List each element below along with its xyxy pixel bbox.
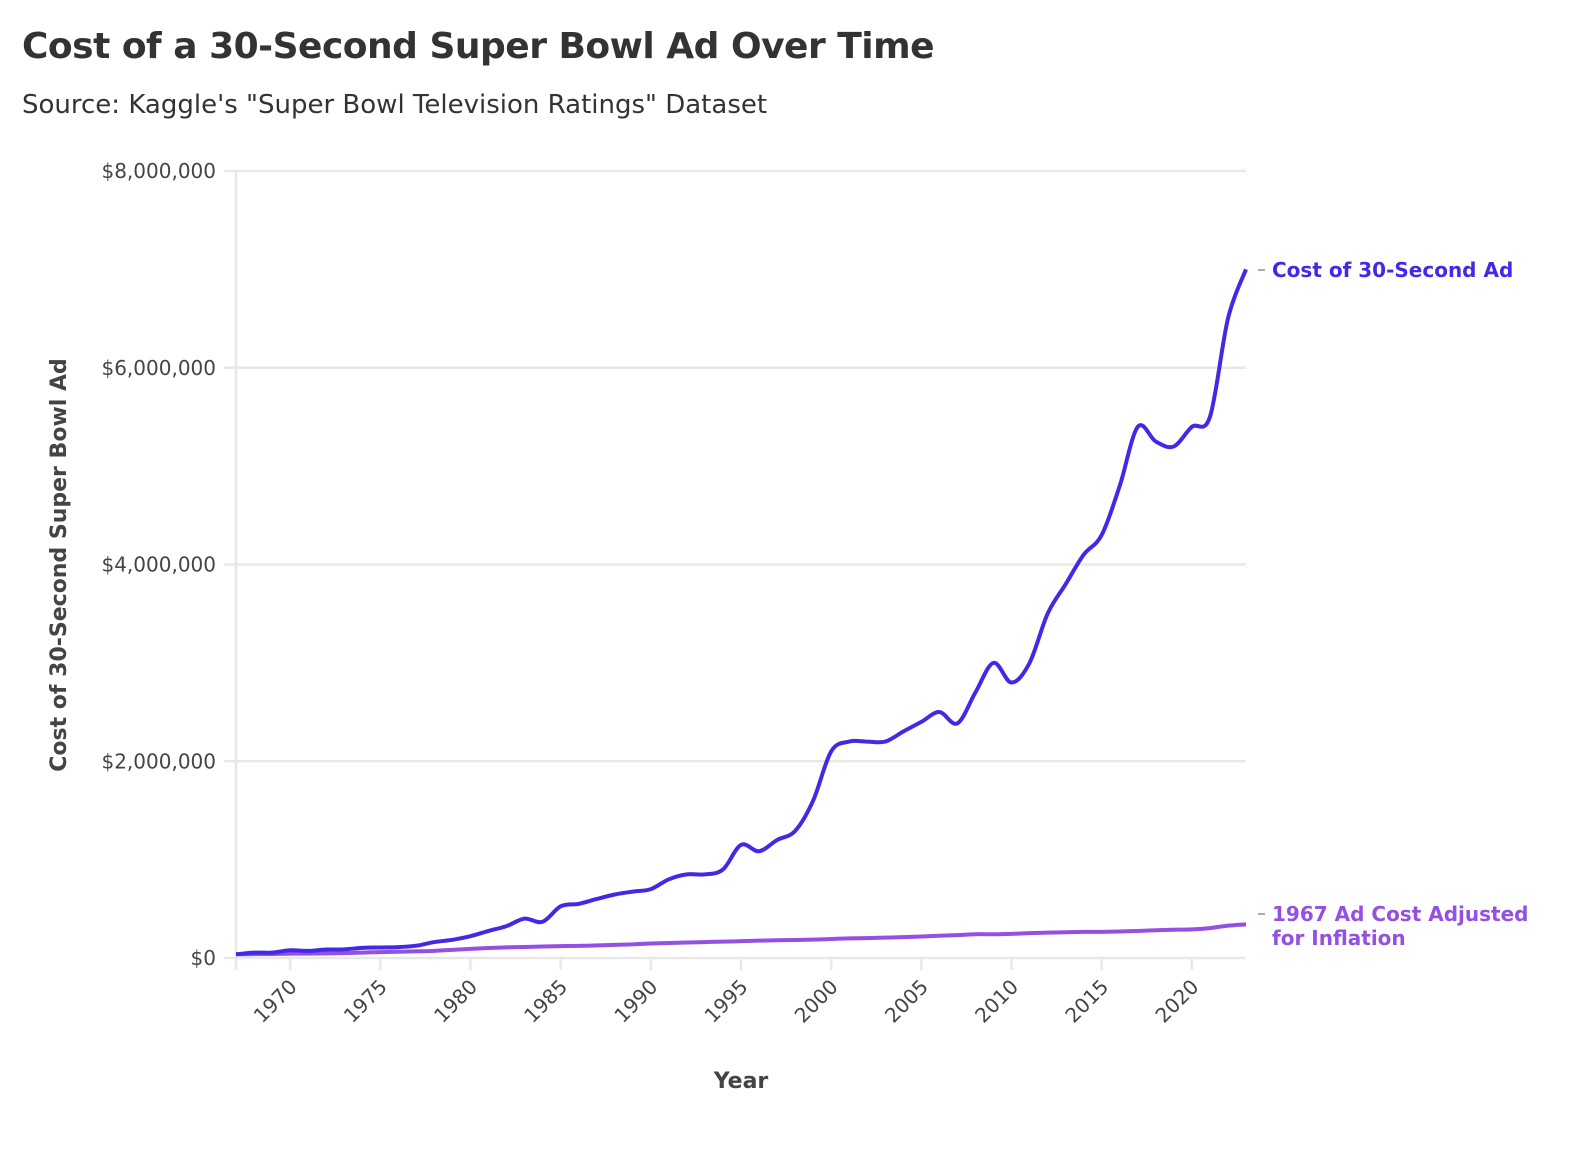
- series-label-ad-cost: Cost of 30-Second Ad: [1272, 258, 1513, 282]
- y-tick-label: $6,000,000: [101, 356, 216, 380]
- x-tick-label: 2020: [1150, 975, 1203, 1028]
- x-tick-label: 1985: [519, 975, 572, 1028]
- y-tick-label: $4,000,000: [101, 553, 216, 577]
- x-tick-label: 1975: [339, 975, 392, 1028]
- x-tick-label: 1970: [249, 975, 302, 1028]
- x-tick-label: 2000: [790, 975, 843, 1028]
- y-tick-label: $0: [191, 946, 216, 970]
- y-tick-label: $2,000,000: [101, 749, 216, 773]
- x-tick-label: 1990: [609, 975, 662, 1028]
- chart-title: Cost of a 30-Second Super Bowl Ad Over T…: [22, 26, 935, 67]
- series-label-inflation-line2: for Inflation: [1272, 926, 1406, 950]
- x-tick-label: 1995: [700, 975, 753, 1028]
- x-tick-label: 2005: [880, 975, 933, 1028]
- series-label-inflation-line1: 1967 Ad Cost Adjusted: [1272, 902, 1528, 926]
- x-tick-label: 2015: [1060, 975, 1113, 1028]
- chart-subtitle: Source: Kaggle's "Super Bowl Television …: [22, 90, 768, 120]
- x-tick-label: 2010: [970, 975, 1023, 1028]
- x-axis-title: Year: [713, 1069, 769, 1094]
- x-tick-label: 1980: [429, 975, 482, 1028]
- series-line-inflation: [235, 922, 1247, 957]
- series-line-ad-cost: [235, 268, 1248, 957]
- y-axis-title: Cost of 30-Second Super Bowl Ad: [47, 358, 72, 771]
- y-tick-label: $8,000,000: [101, 159, 216, 183]
